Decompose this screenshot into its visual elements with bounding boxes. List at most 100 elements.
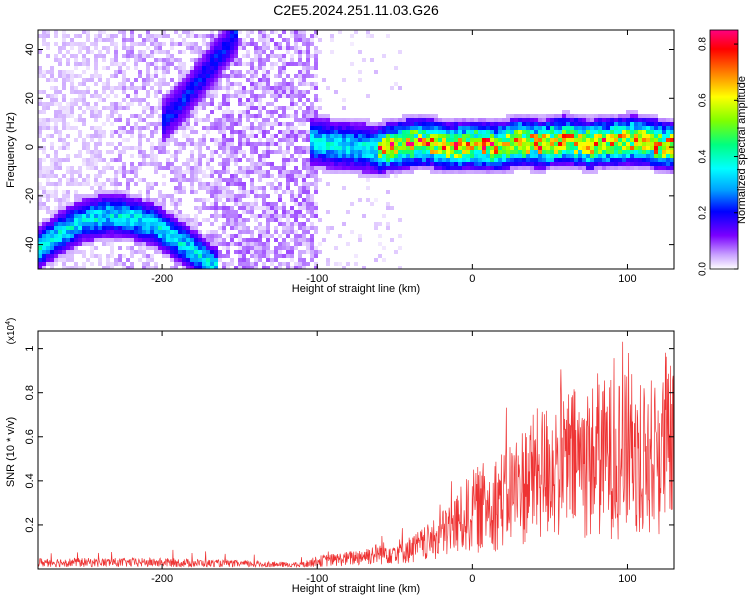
heatmap-cell	[242, 226, 246, 230]
heatmap-cell	[118, 194, 122, 198]
heatmap-cell	[534, 142, 538, 146]
heatmap-cell	[162, 134, 166, 138]
heatmap-cell	[586, 138, 590, 142]
heatmap-cell	[298, 242, 302, 246]
heatmap-cell	[122, 98, 126, 102]
heatmap-cell	[110, 242, 114, 246]
heatmap-cell	[154, 70, 158, 74]
heatmap-cell	[342, 166, 346, 170]
heatmap-cell	[178, 238, 182, 242]
heatmap-cell	[546, 118, 550, 122]
heatmap-cell	[90, 134, 94, 138]
heatmap-cell	[202, 186, 206, 190]
heatmap-cell	[214, 190, 218, 194]
heatmap-cell	[278, 58, 282, 62]
heatmap-cell	[130, 222, 134, 226]
heatmap-cell	[306, 46, 310, 50]
colorbar-ticks: 0.00.20.40.60.8	[698, 37, 738, 276]
heatmap-cell	[222, 86, 226, 90]
heatmap-cell	[362, 154, 366, 158]
snr-y-ticks: 0.20.40.60.81	[24, 346, 674, 533]
heatmap-cell	[170, 86, 174, 90]
heatmap-cell	[582, 158, 586, 162]
heatmap-cell	[38, 162, 42, 166]
heatmap-cell	[554, 114, 558, 118]
heatmap-cell	[202, 170, 206, 174]
heatmap-cell	[350, 138, 354, 142]
heatmap-cell	[74, 194, 78, 198]
heatmap-cell	[326, 182, 330, 186]
heatmap-cell	[122, 194, 126, 198]
heatmap-cell	[506, 150, 510, 154]
heatmap-cell	[454, 118, 458, 122]
heatmap-cell	[438, 130, 442, 134]
heatmap-cell	[130, 262, 134, 266]
heatmap-cell	[154, 154, 158, 158]
heatmap-cell	[642, 146, 646, 150]
heatmap-cell	[386, 34, 390, 38]
heatmap-cell	[226, 166, 230, 170]
heatmap-cell	[210, 46, 214, 50]
heatmap-cell	[214, 150, 218, 154]
heatmap-cell	[390, 238, 394, 242]
heatmap-cell	[626, 118, 630, 122]
heatmap-cell	[46, 222, 50, 226]
heatmap-cell	[102, 230, 106, 234]
heatmap-cell	[262, 30, 266, 34]
heatmap-cell	[78, 42, 82, 46]
heatmap-cell	[406, 154, 410, 158]
heatmap-cell	[190, 126, 194, 130]
heatmap-cell	[262, 58, 266, 62]
heatmap-cell	[250, 106, 254, 110]
heatmap-cell	[46, 242, 50, 246]
heatmap-cell	[330, 126, 334, 130]
heatmap-cell	[358, 50, 362, 54]
heatmap-cell	[234, 158, 238, 162]
heatmap-cell	[146, 66, 150, 70]
heatmap-cell	[418, 146, 422, 150]
heatmap-cell	[298, 206, 302, 210]
heatmap-cell	[246, 250, 250, 254]
heatmap-cell	[282, 130, 286, 134]
heatmap-cell	[82, 214, 86, 218]
heatmap-cell	[46, 182, 50, 186]
heatmap-cell	[246, 138, 250, 142]
heatmap-cell	[162, 230, 166, 234]
heatmap-cell	[190, 94, 194, 98]
heatmap-cell	[70, 266, 74, 269]
heatmap-cell	[246, 218, 250, 222]
heatmap-cell	[146, 222, 150, 226]
heatmap-cell	[106, 210, 110, 214]
heatmap-cell	[238, 266, 242, 269]
heatmap-cell	[466, 166, 470, 170]
heatmap-cell	[362, 138, 366, 142]
heatmap-cell	[138, 42, 142, 46]
heatmap-cell	[262, 82, 266, 86]
heatmap-cell	[258, 222, 262, 226]
heatmap-cell	[90, 138, 94, 142]
heatmap-cell	[314, 50, 318, 54]
heatmap-cell	[446, 166, 450, 170]
heatmap-cell	[50, 98, 54, 102]
heatmap-cell	[294, 38, 298, 42]
heatmap-cell	[630, 142, 634, 146]
heatmap-cell	[62, 86, 66, 90]
heatmap-cell	[446, 126, 450, 130]
heatmap-cell	[38, 98, 42, 102]
heatmap-cell	[442, 170, 446, 174]
heatmap-cell	[114, 214, 118, 218]
heatmap-cell	[282, 90, 286, 94]
heatmap-cell	[94, 150, 98, 154]
heatmap-cell	[190, 226, 194, 230]
heatmap-cell	[262, 202, 266, 206]
heatmap-cell	[510, 130, 514, 134]
heatmap-cell	[538, 114, 542, 118]
heatmap-cell	[98, 262, 102, 266]
heatmap-cell	[270, 126, 274, 130]
heatmap-cell	[622, 122, 626, 126]
heatmap-cell	[382, 122, 386, 126]
heatmap-cell	[158, 82, 162, 86]
heatmap-cell	[382, 162, 386, 166]
heatmap-cell	[526, 162, 530, 166]
heatmap-cell	[654, 154, 658, 158]
